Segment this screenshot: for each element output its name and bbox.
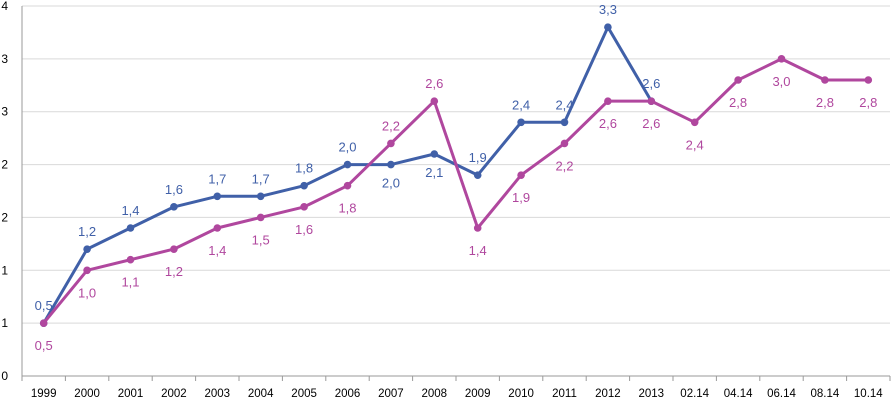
y-tick-label: 2 (1, 158, 8, 172)
x-tick-label: 2012 (595, 388, 621, 400)
series-2-point (604, 97, 612, 105)
series-1-point (343, 160, 352, 169)
x-tick-label: 2000 (74, 388, 100, 400)
x-tick-label: 2011 (552, 388, 577, 400)
series-1-data-label: 1,7 (252, 171, 270, 186)
series-2-point (777, 55, 786, 63)
series-1-point (256, 192, 265, 201)
x-tick-label: 2010 (508, 388, 534, 400)
series-2-data-label: 2,8 (859, 95, 877, 110)
series-1-data-label: 2,4 (512, 97, 530, 112)
series-2-data-label: 1,1 (121, 275, 139, 290)
x-tick-label: 2009 (465, 388, 491, 400)
series-1-data-label: 1,8 (295, 161, 313, 176)
series-2-point (690, 118, 699, 127)
series-2-data-label: 2,4 (686, 137, 704, 152)
x-tick-label: 2013 (639, 388, 665, 400)
series-2-point (821, 76, 829, 84)
series-2-point (300, 203, 308, 211)
series-2-data-label: 2,6 (642, 116, 660, 131)
x-tick-label: 1999 (31, 388, 57, 400)
series-2-data-label: 2,6 (599, 116, 617, 131)
y-tick-label: 2 (1, 210, 8, 224)
series-2-data-label: 2,2 (382, 118, 400, 133)
series-2-data-label: 1,0 (78, 285, 96, 300)
x-tick-label: 06.14 (767, 388, 796, 400)
series-2-point (387, 139, 395, 148)
series-2-point (864, 76, 873, 84)
series-1-point (83, 245, 91, 253)
series-1-point (126, 224, 135, 232)
series-1-data-label: 2,6 (642, 76, 660, 91)
y-tick-label: 3 (1, 105, 8, 119)
series-1-point (473, 171, 482, 179)
x-tick-label: 08.14 (811, 388, 840, 400)
y-tick-label: 0 (1, 369, 8, 383)
y-tick-label: 4 (1, 0, 8, 13)
series-2-line (42, 57, 869, 325)
series-1-data-label: 3,3 (599, 2, 617, 17)
series-1-point (213, 192, 222, 201)
series-2-data-label: 1,9 (512, 190, 530, 205)
series-2-point (170, 245, 178, 253)
x-tick-label: 2002 (161, 388, 187, 400)
series-2-data-label: 1,4 (469, 243, 487, 258)
series-2-data-label: 2,6 (425, 76, 443, 91)
series-2-data-label: 2,8 (729, 95, 747, 110)
series-2-data-label: 2,2 (555, 158, 573, 173)
series-1-point (387, 160, 395, 169)
series-1-data-label: 2,0 (382, 176, 400, 191)
y-tick-label: 1 (1, 316, 8, 330)
series-1-data-label: 1,4 (121, 203, 139, 218)
x-tick-label: 2005 (291, 388, 317, 400)
series-1-data-label: 2,1 (425, 165, 443, 180)
series-2-data-label: 1,5 (252, 232, 270, 247)
series-2-point (517, 171, 525, 179)
series-2-point (213, 224, 222, 232)
series-1-data-label: 1,7 (208, 171, 226, 186)
series-2-point (39, 319, 48, 327)
series-2-data-label: 1,2 (165, 264, 183, 279)
series-2-data-label: 1,4 (208, 243, 226, 258)
series-2-point (734, 76, 742, 84)
series-2-point (126, 255, 135, 264)
x-tick-label: 2008 (422, 388, 448, 400)
x-tick-label: 10.14 (854, 388, 883, 400)
series-2-point (430, 97, 439, 105)
series-1-data-label: 1,6 (165, 182, 183, 197)
series-1-data-label: 2,4 (555, 97, 573, 112)
x-tick-label: 2006 (335, 388, 361, 400)
y-tick-label: 1 (1, 263, 8, 277)
series-1-data-label: 1,2 (78, 224, 96, 239)
series-2-point (343, 181, 352, 190)
x-tick-label: 2001 (118, 388, 144, 400)
series-2-data-label: 0,5 (35, 338, 53, 353)
series-1-data-label: 0,5 (35, 298, 53, 313)
series-2-point (83, 266, 91, 275)
y-tick-label: 3 (1, 52, 8, 66)
series-1-data-label: 2,0 (338, 140, 356, 155)
series-1-point (170, 203, 178, 211)
series-1-point (517, 118, 525, 127)
series-1-point (300, 181, 308, 190)
series-2-data-label: 2,8 (816, 95, 834, 110)
series-2-data-label: 3,0 (772, 74, 790, 89)
series-1-point (430, 150, 439, 158)
series-1-point (604, 23, 612, 31)
series-1-data-label: 1,9 (469, 150, 487, 165)
series-2-point (473, 224, 482, 232)
series-2-data-label: 1,6 (295, 222, 313, 237)
x-tick-label: 2003 (205, 388, 231, 400)
x-tick-label: 2004 (248, 388, 274, 400)
series-2-point (256, 213, 265, 222)
x-tick-label: 04.14 (724, 388, 753, 400)
series-2-point (560, 139, 569, 148)
series-1-point (560, 118, 569, 127)
x-tick-label: 2007 (378, 388, 404, 400)
series-2-data-label: 1,8 (338, 201, 356, 216)
x-tick-label: 02.14 (680, 388, 709, 400)
series-2-point (647, 97, 656, 105)
